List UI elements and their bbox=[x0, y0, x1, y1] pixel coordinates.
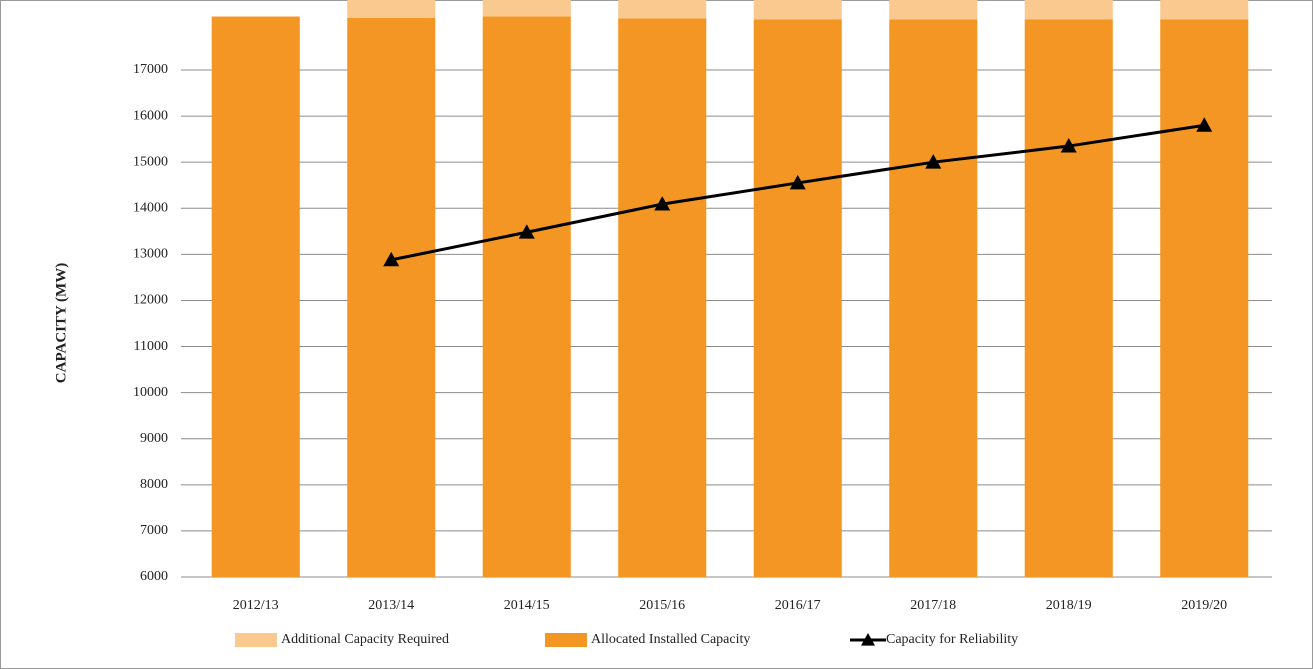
bar bbox=[1160, 19, 1249, 578]
bar bbox=[753, 19, 842, 578]
bar bbox=[618, 18, 707, 578]
bar bbox=[482, 0, 571, 17]
legend-swatch bbox=[545, 633, 587, 647]
legend-label: Capacity for Reliability bbox=[886, 632, 1018, 647]
line-marker bbox=[383, 251, 400, 267]
y-tick-label: 9000 bbox=[140, 431, 168, 446]
line-marker bbox=[925, 154, 942, 169]
bar bbox=[347, 0, 436, 18]
bar bbox=[618, 0, 707, 19]
legend-swatch bbox=[235, 633, 277, 647]
y-tick-label: 17000 bbox=[133, 62, 168, 77]
x-tick-label: 2019/20 bbox=[1181, 598, 1227, 613]
legend-marker bbox=[861, 633, 875, 646]
bar bbox=[347, 17, 436, 577]
x-tick-label: 2012/13 bbox=[233, 598, 279, 613]
y-tick-label: 10000 bbox=[133, 385, 168, 400]
bar bbox=[1160, 0, 1249, 20]
bar bbox=[1024, 19, 1113, 578]
x-tick-label: 2018/19 bbox=[1046, 598, 1092, 613]
bar bbox=[1024, 0, 1113, 20]
legend-label: Allocated Installed Capacity bbox=[591, 632, 750, 647]
line-marker bbox=[789, 174, 806, 190]
line-marker bbox=[1196, 117, 1213, 132]
bar bbox=[889, 19, 978, 578]
line-marker bbox=[1060, 138, 1077, 153]
x-tick-label: 2016/17 bbox=[775, 598, 821, 613]
line-marker bbox=[654, 196, 671, 211]
y-tick-label: 16000 bbox=[133, 108, 168, 123]
y-tick-label: 7000 bbox=[140, 523, 168, 538]
y-tick-label: 8000 bbox=[140, 477, 168, 492]
bar bbox=[889, 0, 978, 20]
bar bbox=[753, 0, 842, 20]
x-tick-label: 2017/18 bbox=[910, 598, 956, 613]
x-tick-label: 2013/14 bbox=[368, 598, 414, 613]
y-tick-label: 13000 bbox=[133, 247, 168, 262]
legend-label: Additional Capacity Required bbox=[281, 632, 449, 647]
bar bbox=[482, 16, 571, 577]
y-tick-label: 14000 bbox=[133, 200, 168, 215]
y-tick-label: 12000 bbox=[133, 293, 168, 308]
y-tick-label: 11000 bbox=[134, 339, 168, 354]
line-marker bbox=[518, 224, 535, 239]
y-tick-label: 15000 bbox=[133, 154, 168, 169]
x-tick-label: 2015/16 bbox=[639, 598, 685, 613]
bar bbox=[211, 16, 300, 577]
y-axis-title: CAPACITY (MW) bbox=[53, 263, 69, 383]
y-tick-label: 6000 bbox=[140, 569, 168, 584]
x-tick-label: 2014/15 bbox=[504, 598, 550, 613]
